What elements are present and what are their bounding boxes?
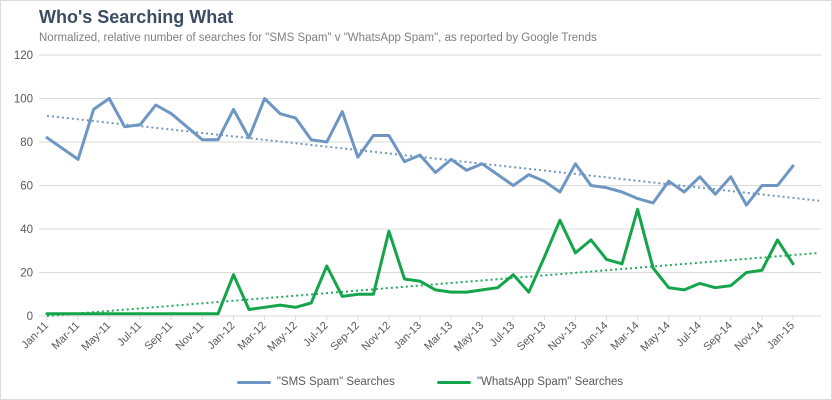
y-axis-tick-label: 80: [20, 137, 33, 149]
x-axis-tick-label: Jan-14: [578, 320, 610, 352]
y-axis-tick-label: 20: [20, 268, 33, 280]
x-axis-tick-label: Mar-11: [50, 320, 83, 353]
x-axis-tick-label: Jan-13: [392, 320, 424, 352]
x-axis-tick-label: May-14: [638, 320, 672, 354]
y-axis-tick-label: 60: [20, 181, 33, 193]
x-axis-tick-label: Jul-14: [674, 320, 704, 350]
x-axis-tick-label: Nov-11: [174, 320, 207, 353]
x-axis-tick-label: Mar-14: [609, 320, 642, 353]
legend: "SMS Spam" Searches "WhatsApp Spam" Sear…: [39, 372, 821, 392]
y-axis-tick-label: 100: [14, 94, 33, 106]
x-axis-tick-label: Nov-12: [359, 320, 393, 354]
sms-legend-swatch: [236, 380, 271, 384]
x-axis-tick-label: May-12: [265, 320, 299, 354]
legend-item-sms: "SMS Spam" Searches: [236, 376, 395, 388]
x-axis-tick-label: Jan-15: [765, 320, 797, 352]
x-axis-tick-label: Nov-13: [546, 320, 580, 354]
y-axis-tick-label: 0: [27, 311, 33, 323]
x-axis-tick-label: May-13: [452, 320, 486, 354]
x-axis-tick-label: Sep-13: [515, 320, 549, 354]
x-axis-tick-label: Mar-12: [236, 320, 269, 353]
x-axis-tick-label: Jan-11: [19, 320, 51, 352]
x-axis-tick-label: Nov-14: [732, 320, 766, 354]
whatsapp-series-line: [45, 207, 795, 316]
y-axis-tick-label: 40: [20, 224, 33, 236]
x-axis-tick-label: Jul-13: [488, 320, 518, 350]
x-axis-tick-label: Sep-14: [701, 320, 735, 354]
x-axis-tick-label: Sep-12: [328, 320, 362, 354]
x-axis-tick-label: Jul-12: [301, 320, 331, 350]
whatsapp-trendline: [46, 251, 820, 317]
x-axis-tick-label: May-11: [79, 320, 113, 354]
sms-legend-label: "SMS Spam" Searches: [276, 376, 395, 388]
sms-series-line: [45, 97, 795, 207]
chart-title: Who's Searching What: [39, 7, 234, 27]
x-axis-tick-label: Mar-13: [422, 320, 455, 353]
sms-trendline: [46, 114, 820, 202]
x-axis-tick-label: Sep-11: [142, 320, 175, 353]
x-axis-tick-label: Jan-12: [205, 320, 237, 352]
whatsapp-legend-label: "WhatsApp Spam" Searches: [476, 376, 624, 388]
chart-subtitle: Normalized, relative number of searches …: [39, 32, 597, 44]
whatsapp-legend-swatch: [436, 380, 471, 384]
x-axis-tick-label: Jul-11: [115, 320, 144, 349]
legend-item-whatsapp: "WhatsApp Spam" Searches: [436, 376, 624, 388]
y-axis-tick-label: 120: [14, 50, 33, 62]
